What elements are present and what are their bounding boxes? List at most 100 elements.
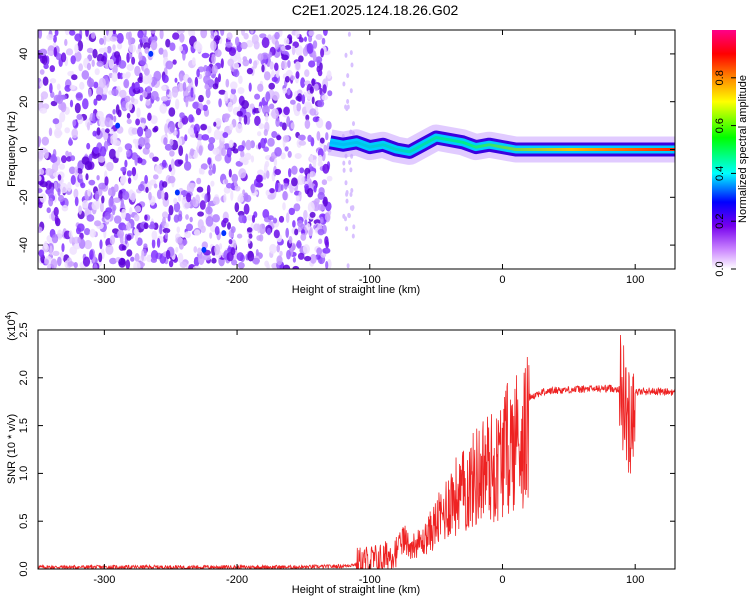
noise-blob bbox=[74, 102, 81, 114]
noise-blob bbox=[126, 234, 132, 241]
noise-blob bbox=[302, 244, 310, 254]
noise-blob bbox=[323, 144, 328, 152]
noise-blob bbox=[206, 99, 211, 105]
noise-blob bbox=[351, 233, 355, 239]
noise-blob bbox=[257, 223, 261, 234]
noise-blob bbox=[221, 230, 227, 237]
noise-blob bbox=[207, 202, 211, 213]
noise-blob bbox=[91, 59, 95, 67]
noise-blob bbox=[150, 257, 157, 263]
noise-blob bbox=[349, 88, 353, 94]
noise-blob bbox=[161, 159, 167, 168]
noise-blob bbox=[99, 117, 107, 128]
noise-blob bbox=[96, 127, 101, 136]
noise-blob bbox=[197, 219, 204, 230]
noise-blob bbox=[66, 181, 72, 192]
noise-blob bbox=[308, 60, 316, 68]
noise-blob bbox=[134, 253, 140, 262]
noise-blob bbox=[131, 192, 136, 203]
noise-blob bbox=[198, 94, 204, 103]
noise-blob bbox=[275, 117, 280, 128]
noise-blob bbox=[38, 226, 43, 233]
noise-blob bbox=[144, 174, 149, 184]
noise-blob bbox=[149, 152, 155, 159]
colorbar-tick-label: 0.8 bbox=[714, 70, 726, 85]
noise-blob bbox=[145, 186, 149, 193]
noise-blob bbox=[248, 58, 252, 64]
noise-blob bbox=[228, 139, 234, 148]
noise-blob bbox=[165, 249, 171, 260]
bottom-xtick-label: -300 bbox=[93, 574, 115, 586]
noise-blob bbox=[282, 202, 286, 211]
noise-blob bbox=[126, 112, 131, 119]
noise-blob bbox=[76, 223, 85, 232]
noise-blob bbox=[298, 55, 304, 63]
noise-blob bbox=[54, 214, 59, 225]
noise-blob bbox=[349, 192, 353, 197]
noise-blob bbox=[295, 195, 300, 202]
noise-blob bbox=[252, 257, 260, 265]
noise-blob bbox=[193, 41, 201, 51]
noise-blob bbox=[230, 88, 236, 95]
noise-blob bbox=[173, 201, 181, 213]
noise-blob bbox=[207, 142, 215, 151]
noise-blob bbox=[75, 92, 84, 101]
noise-blob bbox=[187, 127, 194, 135]
noise-blob bbox=[196, 177, 202, 185]
noise-blob bbox=[311, 96, 315, 105]
noise-blob bbox=[59, 111, 66, 123]
noise-blob bbox=[251, 214, 256, 223]
noise-blob bbox=[128, 43, 136, 53]
noise-blob bbox=[250, 30, 254, 34]
noise-blob bbox=[181, 239, 188, 246]
noise-blob bbox=[78, 63, 83, 72]
noise-blob bbox=[64, 84, 72, 92]
noise-blob bbox=[306, 42, 314, 54]
noise-blob bbox=[226, 147, 232, 158]
noise-blob bbox=[318, 238, 323, 245]
noise-blob bbox=[152, 156, 159, 162]
noise-blob bbox=[131, 166, 137, 177]
noise-blob bbox=[85, 173, 89, 181]
noise-blob bbox=[61, 52, 67, 63]
noise-blob bbox=[326, 175, 333, 182]
noise-blob bbox=[197, 254, 205, 265]
noise-blob bbox=[288, 207, 295, 216]
noise-blob bbox=[134, 81, 140, 92]
noise-blob bbox=[344, 180, 348, 186]
noise-blob bbox=[279, 121, 284, 127]
noise-blob bbox=[70, 175, 76, 185]
noise-blob bbox=[242, 56, 248, 62]
noise-blob bbox=[214, 117, 222, 127]
noise-blob bbox=[348, 160, 352, 165]
noise-blob bbox=[225, 78, 230, 88]
noise-blob bbox=[184, 134, 188, 142]
noise-blob bbox=[179, 112, 185, 119]
noise-blob bbox=[250, 155, 255, 163]
noise-blob bbox=[285, 212, 290, 223]
noise-blob bbox=[283, 178, 290, 184]
noise-blob bbox=[108, 197, 114, 208]
noise-blob bbox=[297, 252, 305, 260]
noise-blob bbox=[274, 31, 280, 40]
noise-blob bbox=[121, 208, 127, 220]
noise-blob bbox=[168, 260, 174, 268]
noise-blob bbox=[342, 160, 346, 166]
noise-blob bbox=[185, 153, 189, 164]
top-xlabel: Height of straight line (km) bbox=[292, 284, 420, 296]
noise-blob bbox=[98, 182, 107, 190]
noise-blob bbox=[304, 36, 307, 42]
noise-blob bbox=[346, 73, 350, 79]
noise-blob bbox=[74, 33, 82, 42]
noise-blob bbox=[146, 85, 152, 94]
noise-blob bbox=[188, 114, 194, 123]
noise-blob bbox=[121, 245, 127, 251]
noise-blob bbox=[183, 161, 192, 171]
noise-blob bbox=[294, 228, 299, 236]
noise-blob bbox=[309, 254, 317, 264]
noise-blob bbox=[319, 62, 323, 71]
noise-blob bbox=[126, 170, 132, 177]
colorbar-tick-label: 0.6 bbox=[714, 118, 726, 133]
spectrogram-noise bbox=[38, 30, 356, 269]
noise-blob bbox=[251, 34, 259, 45]
